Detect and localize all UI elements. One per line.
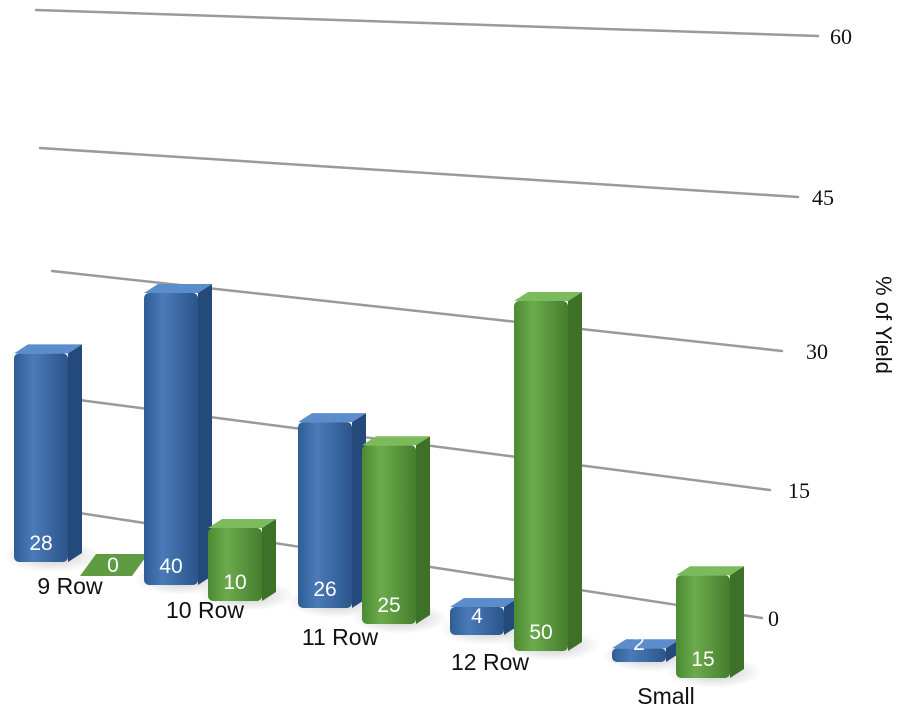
data-label: 4 xyxy=(471,605,483,628)
data-label: 15 xyxy=(691,648,714,671)
bar-blue xyxy=(287,413,385,618)
y-axis-label: % of Yield xyxy=(871,276,896,374)
bar-blue xyxy=(439,598,537,645)
category-label: 10 Row xyxy=(166,597,244,623)
data-label: 0 xyxy=(107,554,119,577)
category-label: 9 Row xyxy=(37,573,103,599)
bar-green xyxy=(80,554,148,576)
data-label: 40 xyxy=(159,555,182,578)
data-label: 10 xyxy=(223,571,246,594)
y-axis-ticks: 0 15 30 45 60 xyxy=(768,24,852,631)
bar-green xyxy=(665,566,763,688)
category-label: Small xyxy=(637,683,695,709)
data-label: 25 xyxy=(377,594,400,617)
bar-green xyxy=(351,436,449,634)
data-label: 2 xyxy=(633,632,645,655)
data-label: 28 xyxy=(29,532,52,555)
data-label: 26 xyxy=(313,578,336,601)
bar-green xyxy=(503,292,601,661)
y-tick-label: 15 xyxy=(788,478,810,503)
bar-blue xyxy=(3,344,101,572)
category-labels: 9 Row 10 Row 11 Row 12 Row Small xyxy=(37,573,694,709)
gridline xyxy=(34,8,820,38)
data-label: 50 xyxy=(529,621,552,644)
category-label: 12 Row xyxy=(451,649,529,675)
gridline xyxy=(38,146,800,199)
y-tick-label: 30 xyxy=(806,339,828,364)
bar-green xyxy=(197,519,295,611)
bars: 28 0 40 10 26 25 4 50 2 15 xyxy=(3,284,763,688)
category-label: 11 Row xyxy=(302,624,379,650)
y-tick-label: 45 xyxy=(812,185,834,210)
y-tick-label: 0 xyxy=(768,606,779,631)
y-tick-label: 60 xyxy=(830,24,852,49)
